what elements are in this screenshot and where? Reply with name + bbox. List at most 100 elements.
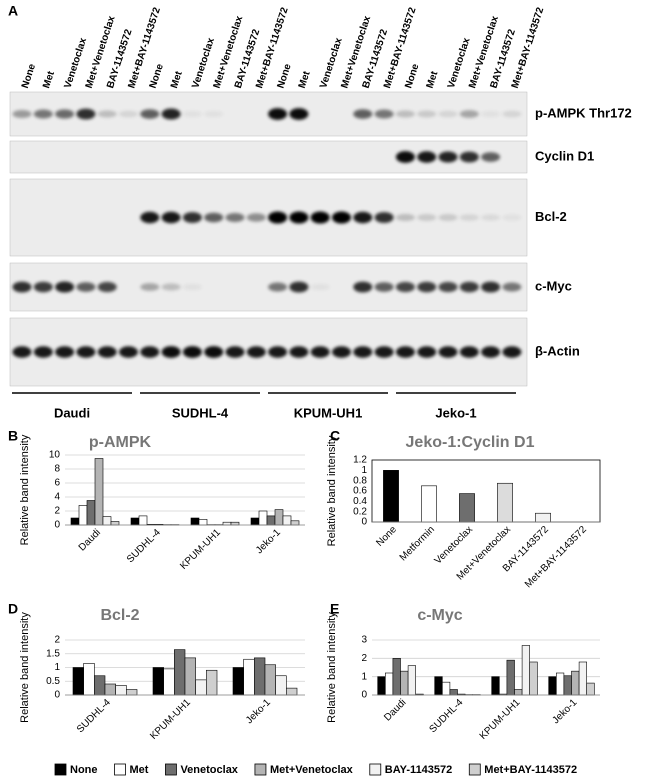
band — [183, 111, 202, 117]
band — [353, 346, 372, 357]
cell-line-label: Daudi — [54, 405, 90, 420]
band — [76, 282, 95, 292]
bar — [223, 522, 231, 525]
legend-label: Met+Venetoclax — [270, 764, 354, 776]
legend-swatch — [55, 764, 66, 775]
y-tick-label: 8 — [54, 464, 60, 475]
bar — [79, 505, 87, 525]
y-tick-label: 1.5 — [46, 648, 60, 659]
band — [502, 283, 521, 292]
y-tick-label: 3 — [361, 635, 367, 646]
band — [460, 346, 479, 357]
y-axis-label: Relative band intensity — [326, 435, 338, 546]
band — [289, 282, 308, 293]
y-tick-label: 2 — [361, 653, 367, 664]
lane-label: None — [403, 62, 421, 90]
bar — [185, 658, 196, 695]
bar — [401, 671, 409, 695]
bar — [564, 676, 572, 695]
band — [162, 346, 181, 358]
bar — [174, 650, 185, 695]
legend-label: BAY-1143572 — [385, 764, 453, 776]
band — [183, 284, 202, 290]
x-tick-label: Jeko-1 — [550, 697, 579, 726]
legend-label: Met+BAY-1143572 — [484, 764, 577, 776]
band — [332, 111, 351, 117]
band — [204, 346, 223, 358]
band — [502, 111, 521, 118]
x-tick-label: None — [374, 524, 399, 549]
bar — [408, 666, 416, 695]
band — [396, 214, 415, 221]
x-tick-label: Metformin — [398, 524, 437, 563]
lane-label: Met — [169, 69, 185, 89]
y-tick-label: 1 — [361, 671, 367, 682]
band — [119, 154, 138, 160]
bar — [530, 662, 538, 695]
band — [140, 154, 159, 160]
bar — [378, 677, 386, 695]
band — [311, 284, 330, 290]
bar — [442, 682, 450, 695]
panel-label: D — [8, 601, 18, 617]
band — [460, 152, 479, 163]
band — [204, 154, 223, 160]
band — [204, 284, 223, 290]
bar — [383, 470, 398, 522]
band — [226, 346, 245, 357]
band — [204, 111, 223, 117]
x-tick-label: KPUM-UH1 — [178, 527, 223, 572]
band — [55, 346, 74, 357]
y-axis-label: Relative band intensity — [19, 612, 31, 723]
x-tick-label: Jeko-1 — [244, 697, 273, 726]
band — [98, 346, 117, 357]
bar — [515, 690, 523, 696]
bar — [196, 680, 207, 695]
band — [481, 111, 500, 117]
chart-title: Bcl-2 — [100, 607, 139, 624]
band — [289, 346, 308, 357]
band — [34, 110, 53, 119]
band — [162, 108, 181, 119]
bar — [84, 663, 95, 695]
band — [76, 346, 95, 357]
band — [439, 346, 458, 357]
band — [332, 212, 351, 224]
band — [353, 154, 372, 160]
bar — [153, 668, 164, 696]
band — [375, 212, 394, 223]
band — [460, 214, 479, 221]
band — [162, 154, 181, 160]
band — [247, 154, 266, 160]
lane-label: None — [148, 62, 166, 90]
bar — [103, 517, 111, 525]
band — [247, 111, 266, 117]
blot-label: p-AMPK Thr172 — [535, 105, 632, 120]
band — [311, 212, 330, 224]
cell-line-label: Jeko-1 — [435, 405, 476, 420]
bar — [275, 510, 283, 525]
lane-label: Met — [297, 69, 313, 89]
band — [396, 346, 415, 357]
band — [183, 346, 202, 358]
band — [76, 154, 95, 160]
lane-label: Met+BAY-1143572 — [510, 6, 547, 90]
bar — [579, 662, 587, 695]
band — [13, 346, 32, 357]
band — [460, 282, 479, 293]
y-tick-label: 6 — [54, 478, 60, 489]
y-tick-label: 0 — [361, 690, 367, 701]
band — [119, 346, 138, 357]
band — [55, 109, 74, 118]
band — [162, 283, 181, 290]
band — [311, 154, 330, 160]
y-tick-label: 0.2 — [353, 506, 367, 517]
bar — [251, 518, 259, 525]
band — [140, 212, 159, 223]
band — [481, 346, 500, 357]
bar — [244, 659, 255, 695]
band — [226, 154, 245, 160]
band — [396, 110, 415, 117]
bar — [492, 677, 500, 695]
